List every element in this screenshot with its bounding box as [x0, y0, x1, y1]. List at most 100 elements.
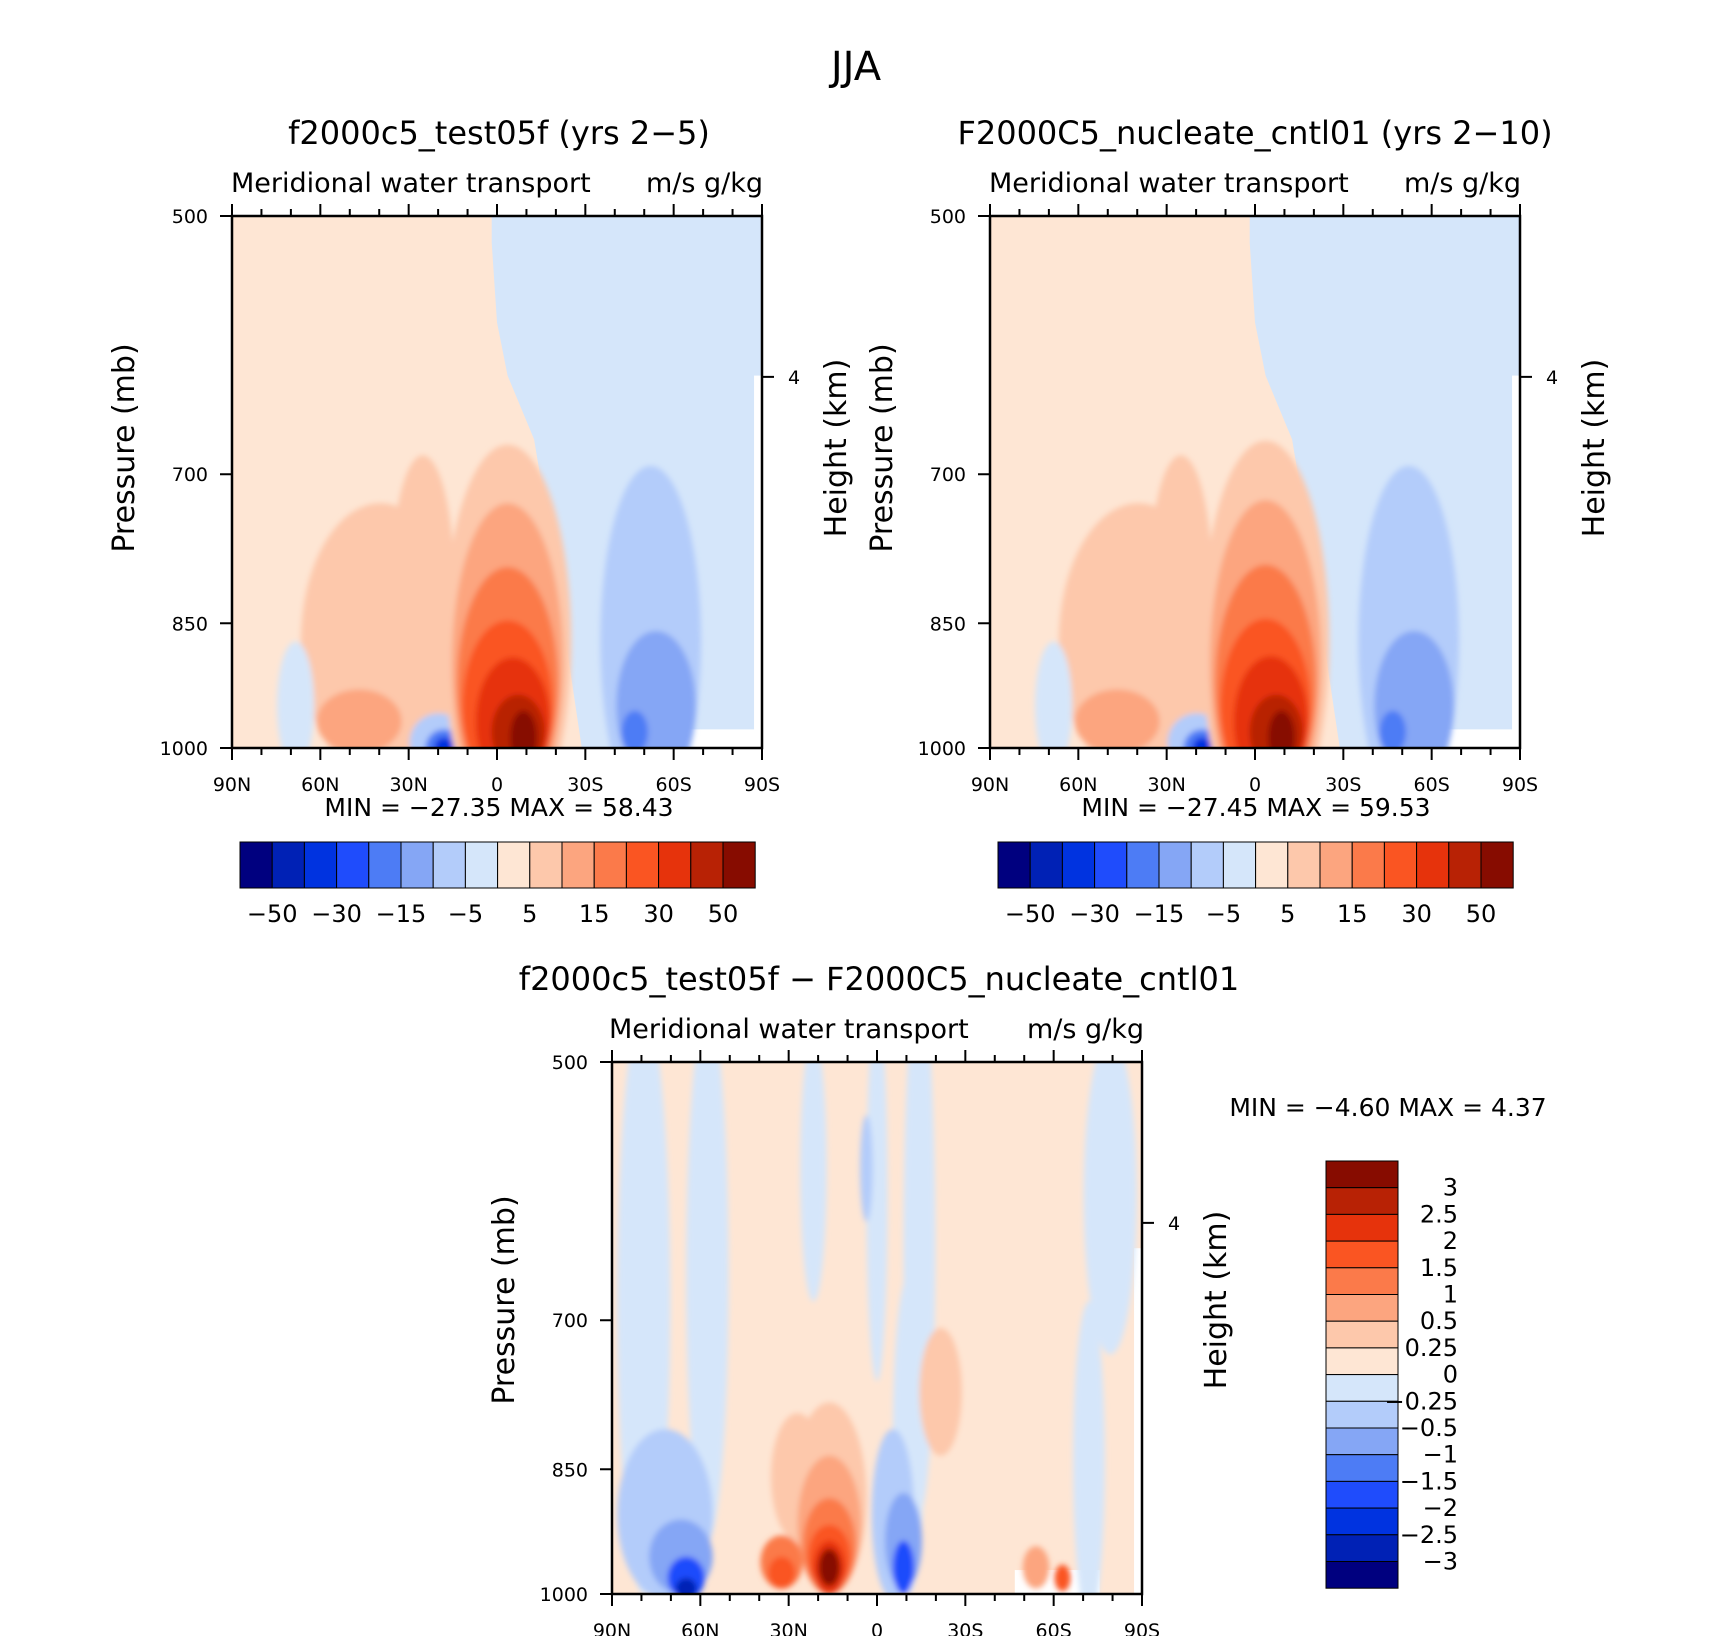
- colorbar-box: [1325, 1160, 1399, 1189]
- colorbar-label: −30: [311, 900, 362, 928]
- panel-1: f2000c5_test05f (yrs 2−5) Meridional wat…: [107, 114, 854, 928]
- x-tick-label: 0: [871, 1620, 883, 1636]
- x-tick-label: 90S: [744, 774, 780, 796]
- colorbar-label: 0: [1443, 1361, 1458, 1389]
- colorbar-box: [1383, 841, 1418, 889]
- panel-3-left-string: Meridional water transport: [609, 1014, 969, 1045]
- panel-1-axes: 500 700 850 1000 4 90N 60N 30N 0 30S 60S 90S: [160, 204, 800, 796]
- y-tick-label: 850: [552, 1459, 588, 1481]
- shade-band: [277, 641, 315, 748]
- colorbar-box: [303, 841, 338, 889]
- x-tick-label: 60N: [301, 774, 339, 796]
- shade-band: [510, 710, 537, 748]
- shade-band: [919, 1328, 962, 1456]
- colorbar-box: [1061, 841, 1096, 889]
- panel-1-units: m/s g/kg: [646, 168, 763, 199]
- colorbar-box: [722, 841, 756, 889]
- panel-2-title: F2000C5_nucleate_cntl01 (yrs 2−10): [957, 114, 1552, 152]
- colorbar-label: −15: [1134, 900, 1185, 928]
- colorbar-label: −15: [376, 900, 427, 928]
- colorbar-box: [1480, 841, 1514, 889]
- x-tick-label: 30S: [947, 1620, 983, 1636]
- shade-band: [434, 737, 454, 748]
- y-tick-label: 700: [552, 1310, 588, 1332]
- colorbar-box: [432, 841, 466, 889]
- colorbar-box: [1325, 1400, 1399, 1429]
- panel-2-units: m/s g/kg: [1404, 168, 1521, 199]
- y-tick-label: 850: [172, 613, 208, 635]
- colorbar-box: [658, 841, 692, 889]
- colorbar-box: [1325, 1561, 1399, 1589]
- x-tick-label: 60S: [656, 774, 692, 796]
- panel-1-min-max: MIN = −27.35 MAX = 58.43: [324, 793, 673, 822]
- height-tick-label: 4: [1168, 1213, 1180, 1235]
- colorbar-label: −0.5: [1400, 1414, 1458, 1442]
- y-tick-label: 500: [172, 206, 208, 228]
- colorbar-box: [1325, 1507, 1399, 1536]
- panel-2-ylabel-right: Height (km): [1577, 359, 1612, 538]
- shade-band: [316, 689, 402, 748]
- colorbar-box: [997, 841, 1031, 889]
- colorbar-box: [1287, 841, 1321, 889]
- colorbar-box: [368, 841, 402, 889]
- shade-band: [1083, 1062, 1137, 1355]
- x-tick-label: 60N: [681, 1620, 719, 1636]
- colorbar-box: [1448, 841, 1482, 889]
- colorbar-box: [239, 841, 273, 889]
- colorbar-label: −5: [448, 900, 483, 928]
- colorbar-label: −3: [1423, 1548, 1458, 1576]
- panel-1-colorbar: −50 −30 −15 −5 5 15 30 50: [239, 841, 756, 928]
- shade-band: [818, 1548, 840, 1587]
- colorbar-label: 2.5: [1420, 1200, 1458, 1228]
- y-tick-label: 700: [930, 464, 966, 486]
- shade-band: [1074, 689, 1160, 748]
- shade-band: [675, 1578, 697, 1594]
- x-tick-label: 90N: [213, 774, 251, 796]
- y-tick-label: 1000: [160, 738, 208, 760]
- y-tick-label: 500: [930, 206, 966, 228]
- colorbar-box: [561, 841, 595, 889]
- x-tick-label: 60S: [1036, 1620, 1072, 1636]
- shade-band: [686, 1062, 729, 1541]
- colorbar-box: [625, 841, 660, 889]
- colorbar-box: [1325, 1294, 1399, 1322]
- x-tick-label: 60N: [1059, 774, 1097, 796]
- colorbar-box: [1325, 1347, 1399, 1376]
- shade-band: [616, 630, 696, 748]
- x-tick-label: 0: [1249, 774, 1261, 796]
- shade-band: [892, 1540, 915, 1594]
- panel-3-plot-area: [612, 1062, 1142, 1594]
- colorbar-label: 15: [579, 900, 610, 928]
- colorbar-box: [400, 841, 434, 889]
- x-tick-label: 30N: [1147, 774, 1185, 796]
- colorbar-box: [271, 841, 305, 889]
- colorbar-box: [593, 841, 627, 889]
- colorbar-box: [336, 841, 370, 889]
- colorbar-label: 1: [1443, 1281, 1458, 1309]
- shade-band: [860, 1115, 873, 1222]
- shade-band: [800, 1062, 827, 1302]
- colorbar-box: [1325, 1454, 1399, 1482]
- colorbar-box: [1325, 1267, 1399, 1296]
- colorbar-label: 15: [1337, 900, 1368, 928]
- colorbar-label: −5: [1206, 900, 1241, 928]
- colorbar-label: −1.5: [1400, 1467, 1458, 1495]
- x-tick-label: 90N: [593, 1620, 631, 1636]
- shade-band: [621, 710, 649, 748]
- colorbar-box: [690, 841, 724, 889]
- colorbar-box: [1325, 1534, 1399, 1562]
- y-tick-label: 1000: [540, 1584, 588, 1606]
- colorbar-label: −0.25: [1384, 1387, 1458, 1415]
- colorbar-label: −2.5: [1400, 1521, 1458, 1549]
- panel-3-min-max: MIN = −4.60 MAX = 4.37: [1229, 1093, 1546, 1122]
- panel-1-plot-area: [232, 216, 762, 748]
- y-tick-label: 1000: [918, 738, 966, 760]
- shade-band: [1073, 1301, 1105, 1594]
- height-tick-label: 4: [1546, 367, 1558, 389]
- colorbar-box: [1325, 1427, 1399, 1456]
- colorbar-box: [1325, 1213, 1399, 1242]
- panel-3-colorbar: 32.521.510.50.250−0.25−0.5−1−1.5−2−2.5−3: [1325, 1160, 1458, 1589]
- shade-band: [1374, 630, 1454, 748]
- colorbar-label: 50: [708, 900, 739, 928]
